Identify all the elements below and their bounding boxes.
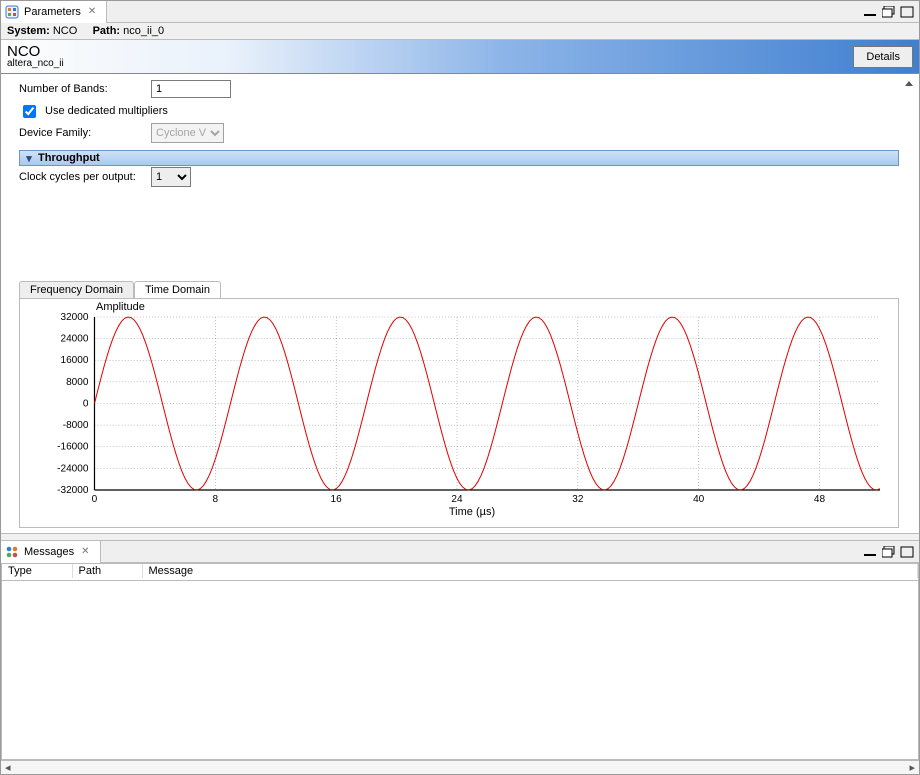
parameters-window-controls (863, 5, 919, 19)
messages-tab-icon (5, 545, 19, 559)
svg-text:-16000: -16000 (57, 442, 89, 453)
use-dedicated-multipliers-label: Use dedicated multipliers (45, 105, 168, 117)
scroll-left-icon[interactable]: ◂ (1, 761, 15, 774)
chart-title: Amplitude (96, 301, 890, 313)
num-bands-input[interactable] (151, 80, 231, 98)
restore-icon[interactable] (881, 545, 897, 559)
messages-col-path[interactable]: Path (72, 564, 142, 578)
chart-tabrow: Frequency Domain Time Domain (19, 278, 913, 298)
minimize-icon[interactable] (863, 5, 879, 19)
parameters-tabrow: Parameters ✕ (1, 1, 919, 23)
svg-text:24000: 24000 (60, 334, 88, 345)
svg-text:32: 32 (572, 494, 584, 505)
chart-pane: Amplitude -32000 -24000 -16000 -8000 0 8000 16… (19, 298, 899, 528)
path-label: Path: (93, 25, 121, 37)
parameters-tab-close-icon[interactable]: ✕ (86, 6, 98, 17)
messages-hscroll[interactable]: ◂ ▸ (1, 760, 919, 774)
app-window: Parameters ✕ System: NCO Path: nco_ii_0 … (0, 0, 920, 775)
svg-text:40: 40 (693, 494, 705, 505)
parameters-tab-icon (5, 5, 19, 19)
tab-time-domain[interactable]: Time Domain (134, 281, 221, 298)
details-button[interactable]: Details (853, 46, 913, 68)
chart-xlabel: Time (µs) (54, 506, 890, 518)
throughput-section-header[interactable]: ▾ Throughput (19, 150, 899, 166)
scroll-right-icon[interactable]: ▸ (905, 761, 919, 774)
ip-title: NCO (7, 44, 64, 59)
system-value: NCO (53, 25, 77, 37)
svg-text:-32000: -32000 (57, 485, 89, 496)
svg-text:32000: 32000 (60, 313, 88, 323)
time-domain-chart: -32000 -24000 -16000 -8000 0 8000 16000 24000 32… (24, 313, 890, 508)
svg-text:-24000: -24000 (57, 463, 89, 474)
svg-text:8: 8 (213, 494, 219, 505)
section-collapse-icon[interactable]: ▾ (24, 152, 34, 165)
path-value: nco_ii_0 (123, 25, 164, 37)
messages-panel: Messages ✕ Type Path Message ◂ ▸ (1, 540, 919, 774)
maximize-icon[interactable] (899, 5, 915, 19)
svg-text:8000: 8000 (66, 377, 89, 388)
clock-cycles-label: Clock cycles per output: (19, 171, 145, 183)
messages-table-header: Type Path Message (1, 563, 919, 581)
minimize-icon[interactable] (863, 545, 879, 559)
tab-messages[interactable]: Messages ✕ (1, 541, 101, 563)
scroll-up-icon[interactable] (901, 78, 917, 90)
use-dedicated-multipliers-checkbox[interactable] (23, 105, 36, 118)
parameters-tab-label: Parameters (24, 6, 81, 18)
system-label: System: (7, 25, 50, 37)
svg-text:48: 48 (814, 494, 826, 505)
messages-tab-label: Messages (24, 546, 74, 558)
parameters-form: Number of Bands: Use dedicated multiplie… (1, 74, 919, 534)
maximize-icon[interactable] (899, 545, 915, 559)
tab-parameters[interactable]: Parameters ✕ (1, 1, 107, 23)
device-family-select[interactable]: Cyclone V (151, 123, 224, 143)
messages-tab-close-icon[interactable]: ✕ (79, 546, 91, 557)
messages-table-body (1, 581, 919, 760)
clock-cycles-select[interactable]: 1 (151, 167, 191, 187)
svg-text:16: 16 (331, 494, 343, 505)
messages-window-controls (863, 545, 919, 559)
messages-col-message[interactable]: Message (142, 564, 918, 578)
system-path-line: System: NCO Path: nco_ii_0 (1, 23, 919, 40)
messages-col-type[interactable]: Type (2, 564, 72, 578)
svg-text:16000: 16000 (60, 355, 88, 366)
tab-frequency-domain[interactable]: Frequency Domain (19, 281, 134, 298)
svg-text:24: 24 (451, 494, 463, 505)
throughput-section-title: Throughput (38, 152, 100, 164)
num-bands-label: Number of Bands: (19, 83, 145, 95)
restore-icon[interactable] (881, 5, 897, 19)
ip-subtitle: altera_nco_ii (7, 59, 64, 69)
svg-text:0: 0 (83, 399, 89, 410)
svg-text:0: 0 (92, 494, 98, 505)
device-family-label: Device Family: (19, 127, 145, 139)
svg-text:-8000: -8000 (63, 420, 89, 431)
ip-title-bar: NCO altera_nco_ii Details (1, 40, 919, 74)
messages-tabrow: Messages ✕ (1, 541, 919, 563)
